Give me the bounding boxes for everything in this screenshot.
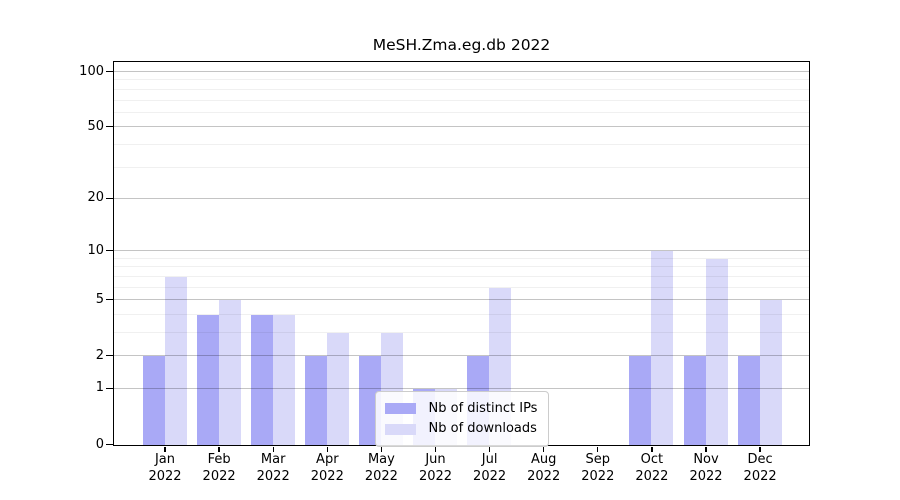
y-tick-label: 1 <box>95 380 104 396</box>
x-tick-mark <box>380 446 383 452</box>
x-tick-label: Aug 2022 <box>527 452 561 484</box>
x-tick-label: Oct 2022 <box>635 452 669 484</box>
minor-gridline <box>113 99 809 101</box>
legend-label-distinct-ips: Nb of distinct IPs <box>428 400 538 416</box>
bar-downloads <box>326 332 349 445</box>
minor-gridline <box>113 143 809 145</box>
y-tick-mark <box>105 387 113 390</box>
bar-distinct-ips <box>304 356 327 445</box>
bar-downloads <box>705 258 728 445</box>
minor-gridline <box>113 266 809 268</box>
minor-gridline <box>113 286 809 288</box>
minor-gridline <box>113 88 809 90</box>
major-gridline <box>113 250 809 252</box>
bar-distinct-ips <box>142 356 165 445</box>
x-tick-mark <box>218 446 220 452</box>
x-tick-mark <box>543 446 545 452</box>
y-tick-mark <box>105 443 113 446</box>
bar-downloads <box>651 251 674 445</box>
y-tick-mark <box>105 70 113 73</box>
x-tick-label: Apr 2022 <box>310 452 344 484</box>
y-tick-mark <box>105 299 113 301</box>
bar-downloads <box>272 314 295 445</box>
minor-gridline <box>113 79 809 81</box>
x-tick-mark <box>164 446 166 452</box>
x-tick-label: Jan 2022 <box>148 452 182 484</box>
y-tick-mark <box>105 126 113 128</box>
bar-downloads <box>759 300 782 445</box>
x-tick-mark <box>488 446 491 452</box>
bar-distinct-ips <box>250 314 273 445</box>
y-tick-label: 0 <box>95 436 104 452</box>
bar-distinct-ips <box>737 356 760 445</box>
legend-swatch-distinct-ips <box>384 403 416 414</box>
y-tick-label: 50 <box>87 118 104 134</box>
major-gridline <box>113 126 809 128</box>
x-tick-mark <box>651 446 653 452</box>
bar-distinct-ips <box>196 314 219 445</box>
major-gridline <box>113 71 809 73</box>
bar-downloads <box>164 276 187 445</box>
legend-item-distinct-ips: Nb of distinct IPs <box>384 400 538 418</box>
x-tick-mark <box>597 446 599 452</box>
y-tick-mark <box>105 197 113 200</box>
x-tick-mark <box>759 446 761 452</box>
y-tick-label: 2 <box>95 347 104 363</box>
legend-swatch-downloads <box>384 423 416 435</box>
x-tick-label: Jul 2022 <box>473 452 507 484</box>
x-tick-mark <box>272 446 274 452</box>
bar-distinct-ips <box>629 356 652 445</box>
x-tick-label: Nov 2022 <box>689 452 723 484</box>
plot-area: Nb of distinct IPs Nb of downloads <box>112 61 810 447</box>
major-gridline <box>113 197 809 199</box>
x-tick-label: Feb 2022 <box>202 452 236 484</box>
y-tick-label: 5 <box>95 291 104 307</box>
x-tick-mark <box>705 446 707 452</box>
y-tick-label: 10 <box>87 242 104 258</box>
y-tick-mark <box>105 355 113 357</box>
minor-gridline <box>113 257 809 259</box>
y-tick-label: 100 <box>79 63 104 79</box>
x-tick-mark <box>434 446 437 452</box>
legend-label-downloads: Nb of downloads <box>428 421 537 436</box>
bar-distinct-ips <box>683 356 706 445</box>
x-tick-label: Mar 2022 <box>256 452 290 484</box>
bar-downloads <box>218 300 241 445</box>
legend: Nb of distinct IPs Nb of downloads <box>374 391 550 447</box>
x-tick-label: Jun 2022 <box>418 452 453 484</box>
chart-title: MeSH.Zma.eg.db 2022 <box>372 36 551 54</box>
x-tick-mark <box>326 446 328 452</box>
minor-gridline <box>113 111 809 113</box>
legend-item-downloads: Nb of downloads <box>384 420 538 438</box>
x-tick-label: Sep 2022 <box>581 452 615 484</box>
y-tick-mark <box>105 250 113 252</box>
minor-gridline <box>113 275 809 277</box>
minor-gridline <box>113 166 809 168</box>
x-tick-label: Dec 2022 <box>743 452 777 484</box>
x-tick-label: May 2022 <box>364 452 398 484</box>
y-tick-label: 20 <box>87 190 104 206</box>
